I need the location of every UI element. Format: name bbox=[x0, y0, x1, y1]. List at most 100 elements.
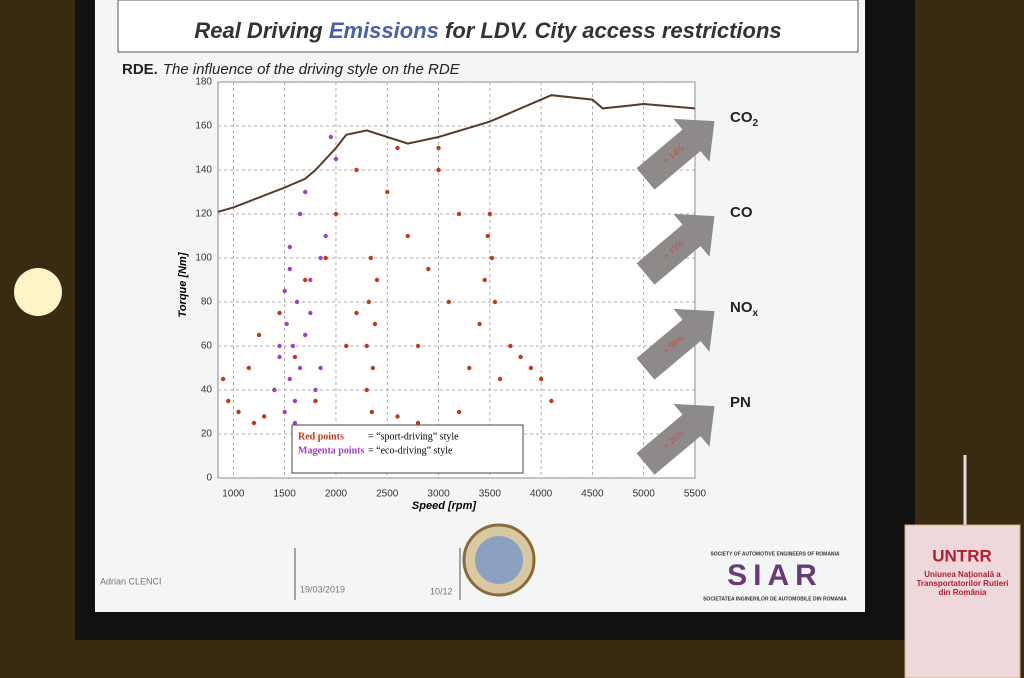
arrow-shape bbox=[636, 308, 715, 380]
point bbox=[395, 414, 400, 419]
point bbox=[415, 343, 421, 349]
plot-area bbox=[217, 81, 696, 479]
point bbox=[395, 145, 400, 151]
point bbox=[508, 343, 513, 349]
point bbox=[294, 299, 300, 305]
point bbox=[302, 332, 308, 338]
point bbox=[385, 189, 390, 195]
point bbox=[284, 321, 289, 327]
emission-label: NOx bbox=[730, 299, 759, 319]
point bbox=[374, 277, 380, 283]
point bbox=[282, 409, 287, 415]
emission-name: PN bbox=[730, 394, 751, 411]
point bbox=[489, 255, 495, 261]
point bbox=[344, 343, 349, 349]
point bbox=[246, 365, 251, 371]
x-axis-label: Speed [rpm] bbox=[412, 500, 477, 512]
point bbox=[364, 343, 369, 349]
point bbox=[436, 145, 441, 151]
emission-arrow: + 98% bbox=[636, 308, 715, 380]
point bbox=[333, 156, 339, 162]
arrow-shape bbox=[636, 403, 715, 475]
banner bbox=[904, 524, 1021, 678]
point bbox=[261, 414, 267, 419]
point bbox=[482, 277, 487, 283]
point bbox=[272, 387, 277, 393]
point bbox=[354, 310, 359, 316]
point bbox=[456, 409, 462, 415]
footer-date: 19/03/2019 bbox=[300, 584, 345, 594]
x-tick-label: 4500 bbox=[581, 489, 604, 500]
emission-name: CO bbox=[730, 109, 753, 126]
slide-subtitle: RDE. The influence of the driving style o… bbox=[122, 61, 461, 78]
point bbox=[368, 255, 374, 261]
point bbox=[323, 233, 328, 239]
point bbox=[485, 233, 490, 239]
emission-name: NO bbox=[730, 299, 753, 316]
point bbox=[318, 255, 323, 261]
y-tick-label: 60 bbox=[201, 341, 213, 352]
point bbox=[487, 211, 493, 217]
lamp bbox=[14, 268, 62, 316]
emission-arrow: + 26% bbox=[636, 403, 715, 475]
point bbox=[366, 299, 371, 305]
point bbox=[251, 420, 257, 426]
footer-page: 10/12 bbox=[430, 586, 453, 596]
point bbox=[492, 299, 498, 305]
emission-arrow: + 14% bbox=[636, 118, 715, 190]
point bbox=[297, 211, 303, 217]
point bbox=[236, 409, 241, 415]
x-tick-label: 3500 bbox=[479, 489, 502, 500]
emission-name: CO bbox=[730, 204, 753, 221]
emission-sub: 2 bbox=[753, 118, 759, 129]
y-tick-label: 120 bbox=[195, 209, 212, 220]
legend bbox=[291, 424, 524, 474]
point bbox=[477, 321, 482, 327]
point bbox=[313, 387, 318, 393]
emission-sub: x bbox=[753, 308, 759, 319]
point bbox=[282, 288, 287, 294]
point bbox=[436, 167, 441, 173]
arrow-shape bbox=[636, 118, 715, 190]
point bbox=[446, 299, 452, 305]
emission-arrows: + 14%CO2+ 15%CO+ 98%NOx+ 26%PN bbox=[636, 109, 759, 475]
emission-arrow: + 15% bbox=[636, 213, 715, 285]
banner-name: UNTRR bbox=[932, 546, 992, 565]
point bbox=[277, 343, 282, 349]
y-tick-label: 180 bbox=[195, 77, 212, 88]
point bbox=[370, 365, 376, 371]
point bbox=[372, 321, 378, 327]
point bbox=[308, 277, 313, 283]
point bbox=[328, 134, 334, 140]
title-box bbox=[117, 0, 859, 53]
point bbox=[277, 354, 282, 360]
subtitle-lead: RDE. bbox=[122, 61, 158, 78]
point bbox=[256, 332, 262, 338]
point bbox=[415, 420, 421, 426]
y-tick-label: 20 bbox=[201, 429, 213, 440]
emblem-center bbox=[475, 536, 523, 584]
footer-author: Adrian CLENCI bbox=[100, 576, 162, 586]
x-tick-label: 3000 bbox=[427, 489, 450, 500]
legend-note: = “eco-driving” style bbox=[368, 445, 453, 456]
point bbox=[538, 376, 544, 382]
x-tick-label: 2000 bbox=[325, 489, 348, 500]
emission-label: CO bbox=[730, 204, 753, 221]
point bbox=[297, 365, 303, 371]
point bbox=[333, 211, 339, 217]
x-tick-label: 5000 bbox=[633, 489, 656, 500]
legend-label: Magenta points bbox=[298, 445, 365, 456]
x-tick-label: 1000 bbox=[222, 489, 245, 500]
point bbox=[405, 233, 410, 239]
point bbox=[313, 398, 318, 404]
emission-label: CO2 bbox=[730, 109, 759, 129]
point bbox=[467, 365, 472, 371]
point bbox=[302, 277, 308, 283]
y-tick-label: 0 bbox=[206, 473, 212, 484]
point bbox=[323, 255, 328, 261]
y-tick-label: 100 bbox=[195, 253, 212, 264]
point bbox=[287, 244, 293, 250]
subtitle-text: The influence of the driving style on th… bbox=[163, 61, 461, 78]
point bbox=[318, 365, 323, 371]
